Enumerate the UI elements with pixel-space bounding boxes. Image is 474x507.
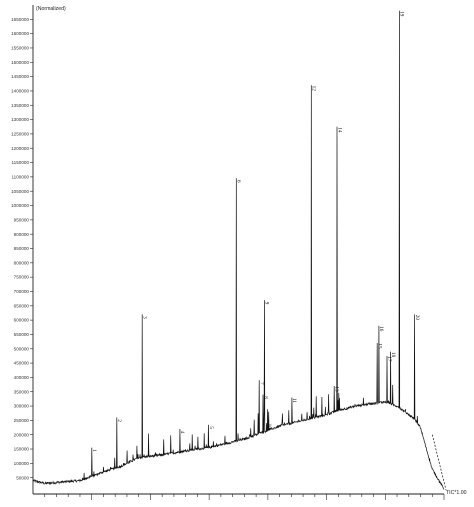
y-tick-label: 1650000	[11, 17, 29, 22]
peak-label-18: 18	[390, 352, 396, 358]
peak-label-4: 4	[179, 431, 185, 434]
y-tick-label: 50000	[16, 475, 29, 480]
y-tick-label: 500000	[14, 346, 30, 351]
y-tick-label: 100000	[14, 461, 30, 466]
y-tick-label: 600000	[14, 318, 30, 323]
peak-label-16: 16	[378, 326, 384, 332]
y-tick-label: 1050000	[11, 189, 29, 194]
peak-label-12: 12	[311, 86, 317, 92]
y-tick-label: 550000	[14, 332, 30, 337]
y-tick-label: 800000	[14, 260, 30, 265]
peak-label-10: 10	[266, 424, 272, 430]
trace-tail	[431, 434, 447, 491]
y-tick-label: 200000	[14, 432, 30, 437]
y-tick-label: 1500000	[11, 60, 29, 65]
peak-label-2: 2	[116, 419, 122, 422]
y-tick-label: 1550000	[11, 46, 29, 51]
y-tick-label: 700000	[14, 289, 30, 294]
y-axis-title: (Normalized)	[36, 6, 66, 12]
peak-label-6: 6	[235, 180, 241, 183]
y-tick-label: 950000	[14, 217, 30, 222]
peak-label-19: 19	[399, 11, 405, 17]
y-tick-label: 1200000	[11, 146, 29, 151]
y-axis: 50000 100000 150000 200000 250000 300000 35000…	[11, 5, 34, 494]
peak-label-11: 11	[291, 398, 297, 403]
y-tick-label: 1450000	[11, 74, 29, 79]
y-tick-label: 150000	[14, 447, 30, 452]
y-tick-label: 750000	[14, 275, 30, 280]
y-tick-label: 850000	[14, 246, 30, 251]
peak-label-1: 1	[91, 449, 97, 452]
x-axis	[33, 493, 445, 500]
peak-label-5: 5	[208, 426, 214, 429]
peak-label-7: 7	[258, 382, 264, 385]
peak-label-8: 8	[262, 396, 268, 399]
peak-label-15: 15	[376, 343, 382, 349]
peak-label-9: 9	[264, 302, 270, 305]
y-tick-label: 650000	[14, 303, 30, 308]
y-tick-label: 1100000	[11, 174, 29, 179]
y-tick-label: 1600000	[11, 31, 29, 36]
y-tick-label: 450000	[14, 361, 30, 366]
peak-label-20: 20	[414, 315, 420, 321]
peak-label-17: 17	[386, 356, 392, 362]
y-tick-label: 1150000	[11, 160, 29, 165]
peak-label-3: 3	[141, 316, 147, 319]
y-tick-label: 300000	[14, 404, 30, 409]
tic-line	[32, 10, 445, 490]
y-tick-label: 1000000	[11, 203, 29, 208]
y-tick-label: 1400000	[11, 89, 29, 94]
y-tick-label: 350000	[14, 389, 30, 394]
trace-label: TIC*1.00	[446, 490, 467, 496]
y-tick-label: 250000	[14, 418, 30, 423]
chromatogram-trace	[32, 10, 447, 491]
y-tick-label: 400000	[14, 375, 30, 380]
y-tick-label: 1350000	[11, 103, 29, 108]
peak-label-14: 14	[336, 127, 342, 133]
y-tick-label: 1250000	[11, 132, 29, 137]
peak-label-13: 13	[333, 386, 339, 392]
y-tick-label: 900000	[14, 232, 30, 237]
y-tick-label: 1300000	[11, 117, 29, 122]
